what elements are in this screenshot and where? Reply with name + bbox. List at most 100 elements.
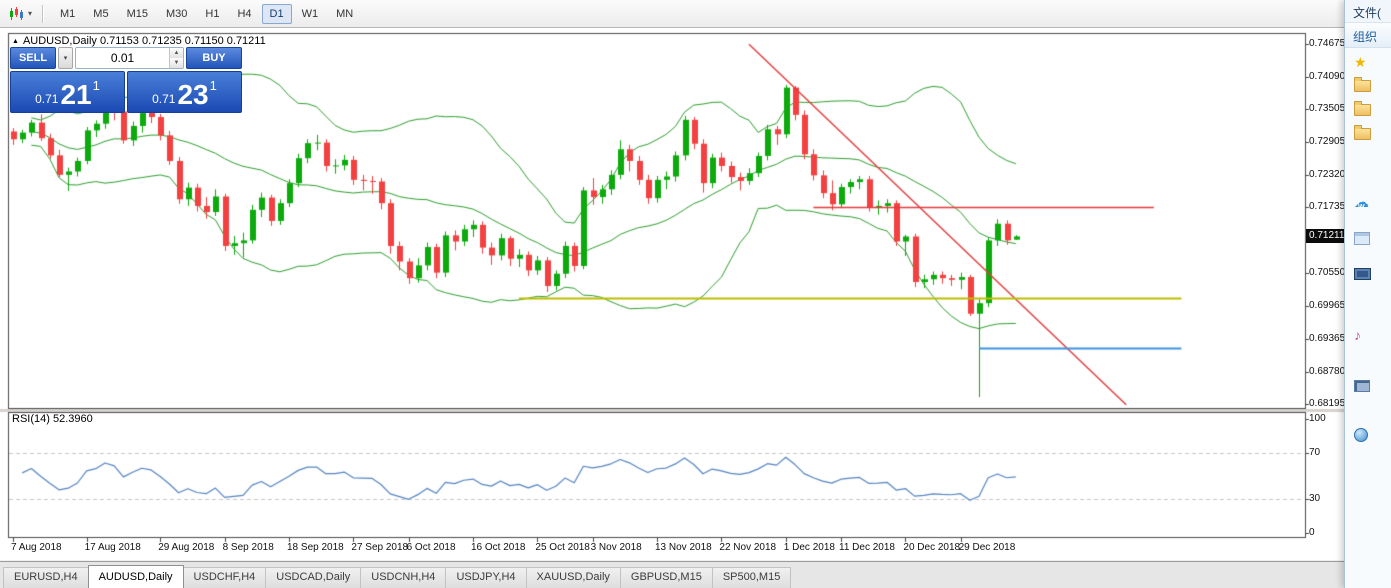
timeframe-button-D1[interactable]: D1 bbox=[261, 3, 292, 24]
timeframe-toolbar: ▾ M1 M5 M15 M30 H1 H4 D1 W1 MN bbox=[0, 0, 1391, 28]
date-axis-label: 22 Nov 2018 bbox=[719, 542, 777, 553]
main-chart-canvas[interactable] bbox=[0, 28, 1350, 560]
explorer-menu-bar: 文件( bbox=[1345, 0, 1391, 23]
sell-price-pip: 1 bbox=[92, 78, 100, 93]
file-explorer-window[interactable]: 文件( 组织 ★ ☁ W ♪ bbox=[1344, 0, 1391, 588]
date-axis-label: 17 Aug 2018 bbox=[84, 542, 141, 553]
explorer-item[interactable]: ★ bbox=[1354, 55, 1367, 69]
buy-price-button[interactable]: 0.71 23 1 bbox=[127, 71, 242, 113]
timeframe-button-M5[interactable]: M5 bbox=[93, 7, 109, 20]
rsi-scale-label: 30 bbox=[1309, 492, 1321, 504]
rsi-scale-label: 70 bbox=[1309, 447, 1321, 459]
spin-up-icon[interactable]: ▲ bbox=[170, 48, 183, 58]
library-icon bbox=[1354, 232, 1370, 245]
cloud-badge-label: W bbox=[1358, 204, 1365, 211]
date-axis-label: 1 Dec 2018 bbox=[783, 542, 835, 553]
price-scale-label: 0.69965 bbox=[1309, 299, 1346, 311]
timeframe-button-H1[interactable]: H1 bbox=[205, 7, 220, 20]
timeframe-button-W1[interactable]: W1 bbox=[301, 7, 319, 20]
chart-tab-USDCAD,Daily[interactable]: USDCAD,Daily bbox=[265, 567, 362, 588]
folder-icon bbox=[1354, 125, 1371, 140]
rsi-scale-label: 100 bbox=[1309, 413, 1326, 424]
timeframe-button-MN[interactable]: MN bbox=[336, 7, 354, 20]
lot-size-input[interactable]: 0.01 ▲ ▼ bbox=[75, 47, 184, 69]
sell-price-big: 21 bbox=[60, 79, 92, 110]
chart-marker-icon: ▲ bbox=[12, 38, 19, 45]
sell-button[interactable]: SELL bbox=[10, 47, 56, 69]
one-click-trading-panel: SELL ▾ 0.01 ▲ ▼ BUY 0.71 21 1 0.71 23 1 bbox=[10, 47, 242, 113]
rsi-scale-label: 0 bbox=[1309, 527, 1315, 538]
ohlc-text: AUDUSD,Daily 0.71153 0.71235 0.71150 0.7… bbox=[22, 35, 266, 47]
price-scale-label: 0.74090 bbox=[1309, 70, 1346, 82]
timeframe-button-M30[interactable]: M30 bbox=[165, 7, 188, 20]
chart-tab-GBPUSD,M15[interactable]: GBPUSD,M15 bbox=[619, 567, 713, 588]
spin-down-icon[interactable]: ▼ bbox=[170, 58, 183, 68]
price-scale-label: 0.68780 bbox=[1309, 365, 1346, 377]
date-axis-label: 29 Aug 2018 bbox=[158, 542, 215, 553]
chart-tab-SP500,M15[interactable]: SP500,M15 bbox=[711, 567, 792, 588]
lot-size-value: 0.01 bbox=[110, 51, 135, 65]
chevron-down-icon: ▾ bbox=[63, 55, 68, 62]
date-axis-label: 8 Sep 2018 bbox=[222, 542, 274, 553]
explorer-item[interactable]: ♪ bbox=[1354, 328, 1361, 342]
video-icon bbox=[1354, 268, 1371, 280]
lot-dropdown-button[interactable]: ▾ bbox=[58, 47, 73, 69]
candlestick-chart-icon bbox=[10, 6, 23, 20]
buy-price-main: 0.71 bbox=[152, 92, 176, 106]
lot-spinner[interactable]: ▲ ▼ bbox=[169, 48, 183, 68]
price-scale-label: 0.70550 bbox=[1309, 267, 1346, 279]
date-axis-label: 27 Sep 2018 bbox=[351, 542, 409, 553]
price-scale-label: 0.73505 bbox=[1309, 103, 1346, 114]
price-scale-label: 0.72320 bbox=[1309, 168, 1346, 180]
timeframe-button-H4[interactable]: H4 bbox=[237, 7, 252, 20]
current-price-tag: 0.71211 bbox=[1306, 229, 1349, 244]
timeframe-button-M15[interactable]: M15 bbox=[126, 7, 148, 20]
explorer-item[interactable] bbox=[1354, 125, 1371, 140]
toolbar-separator bbox=[42, 4, 44, 23]
explorer-item[interactable] bbox=[1354, 268, 1371, 280]
buy-price-big: 23 bbox=[177, 79, 209, 110]
explorer-item[interactable] bbox=[1354, 101, 1371, 116]
sell-price-button[interactable]: 0.71 21 1 bbox=[10, 71, 125, 113]
date-axis-label: 6 Oct 2018 bbox=[406, 542, 456, 553]
buy-price-pip: 1 bbox=[209, 78, 217, 93]
chart-ohlc-header: ▲ AUDUSD,Daily 0.71153 0.71235 0.71150 0.… bbox=[12, 35, 266, 47]
file-menu[interactable]: 文件( bbox=[1353, 6, 1381, 20]
price-scale-label: 0.69365 bbox=[1309, 333, 1346, 344]
chart-type-icon[interactable] bbox=[6, 4, 26, 24]
chart-tab-USDCHF,H4[interactable]: USDCHF,H4 bbox=[182, 567, 267, 588]
date-axis-label: 18 Sep 2018 bbox=[287, 542, 344, 553]
folder-icon bbox=[1354, 101, 1371, 116]
chart-tab-USDCNH,H4[interactable]: USDCNH,H4 bbox=[360, 567, 447, 588]
organize-button[interactable]: 组织 bbox=[1353, 30, 1378, 44]
chart-tab-EURUSD,H4[interactable]: EURUSD,H4 bbox=[3, 567, 89, 588]
network-icon bbox=[1354, 428, 1368, 442]
date-axis-label: 11 Dec 2018 bbox=[839, 542, 895, 553]
date-axis-label: 7 Aug 2018 bbox=[11, 542, 62, 553]
price-scale-label: 0.74675 bbox=[1309, 38, 1346, 49]
rsi-indicator-label: RSI(14) 52.3960 bbox=[12, 413, 93, 425]
date-axis-label: 20 Dec 2018 bbox=[903, 542, 961, 553]
date-axis-label: 13 Nov 2018 bbox=[655, 542, 712, 553]
price-scale-label: 0.72905 bbox=[1309, 136, 1346, 148]
explorer-item[interactable] bbox=[1354, 232, 1370, 245]
explorer-item[interactable] bbox=[1354, 428, 1368, 442]
chart-tab-AUDUSD,Daily[interactable]: AUDUSD,Daily bbox=[87, 565, 184, 588]
chart-tab-XAUUSD,Daily[interactable]: XAUUSD,Daily bbox=[525, 567, 621, 588]
timeframe-button-M1[interactable]: M1 bbox=[60, 7, 76, 20]
buy-button[interactable]: BUY bbox=[186, 47, 242, 69]
explorer-item[interactable]: ☁ W bbox=[1354, 195, 1369, 211]
computer-icon bbox=[1354, 380, 1370, 392]
date-axis-label: 3 Nov 2018 bbox=[590, 542, 642, 553]
date-axis-label: 25 Oct 2018 bbox=[535, 542, 590, 553]
chart-tab-USDJPY,H4[interactable]: USDJPY,H4 bbox=[445, 567, 527, 588]
explorer-item[interactable] bbox=[1354, 380, 1370, 392]
chevron-down-icon[interactable]: ▾ bbox=[28, 9, 33, 18]
cloud-icon: ☁ W bbox=[1354, 195, 1369, 211]
explorer-item[interactable] bbox=[1354, 77, 1371, 92]
explorer-command-bar: 组织 bbox=[1345, 23, 1391, 48]
chart-tab-bar: EURUSD,H4 AUDUSD,Daily USDCHF,H4 USDCAD,Dai… bbox=[0, 561, 1391, 588]
star-icon: ★ bbox=[1354, 54, 1367, 70]
date-axis-label: 16 Oct 2018 bbox=[471, 542, 526, 553]
